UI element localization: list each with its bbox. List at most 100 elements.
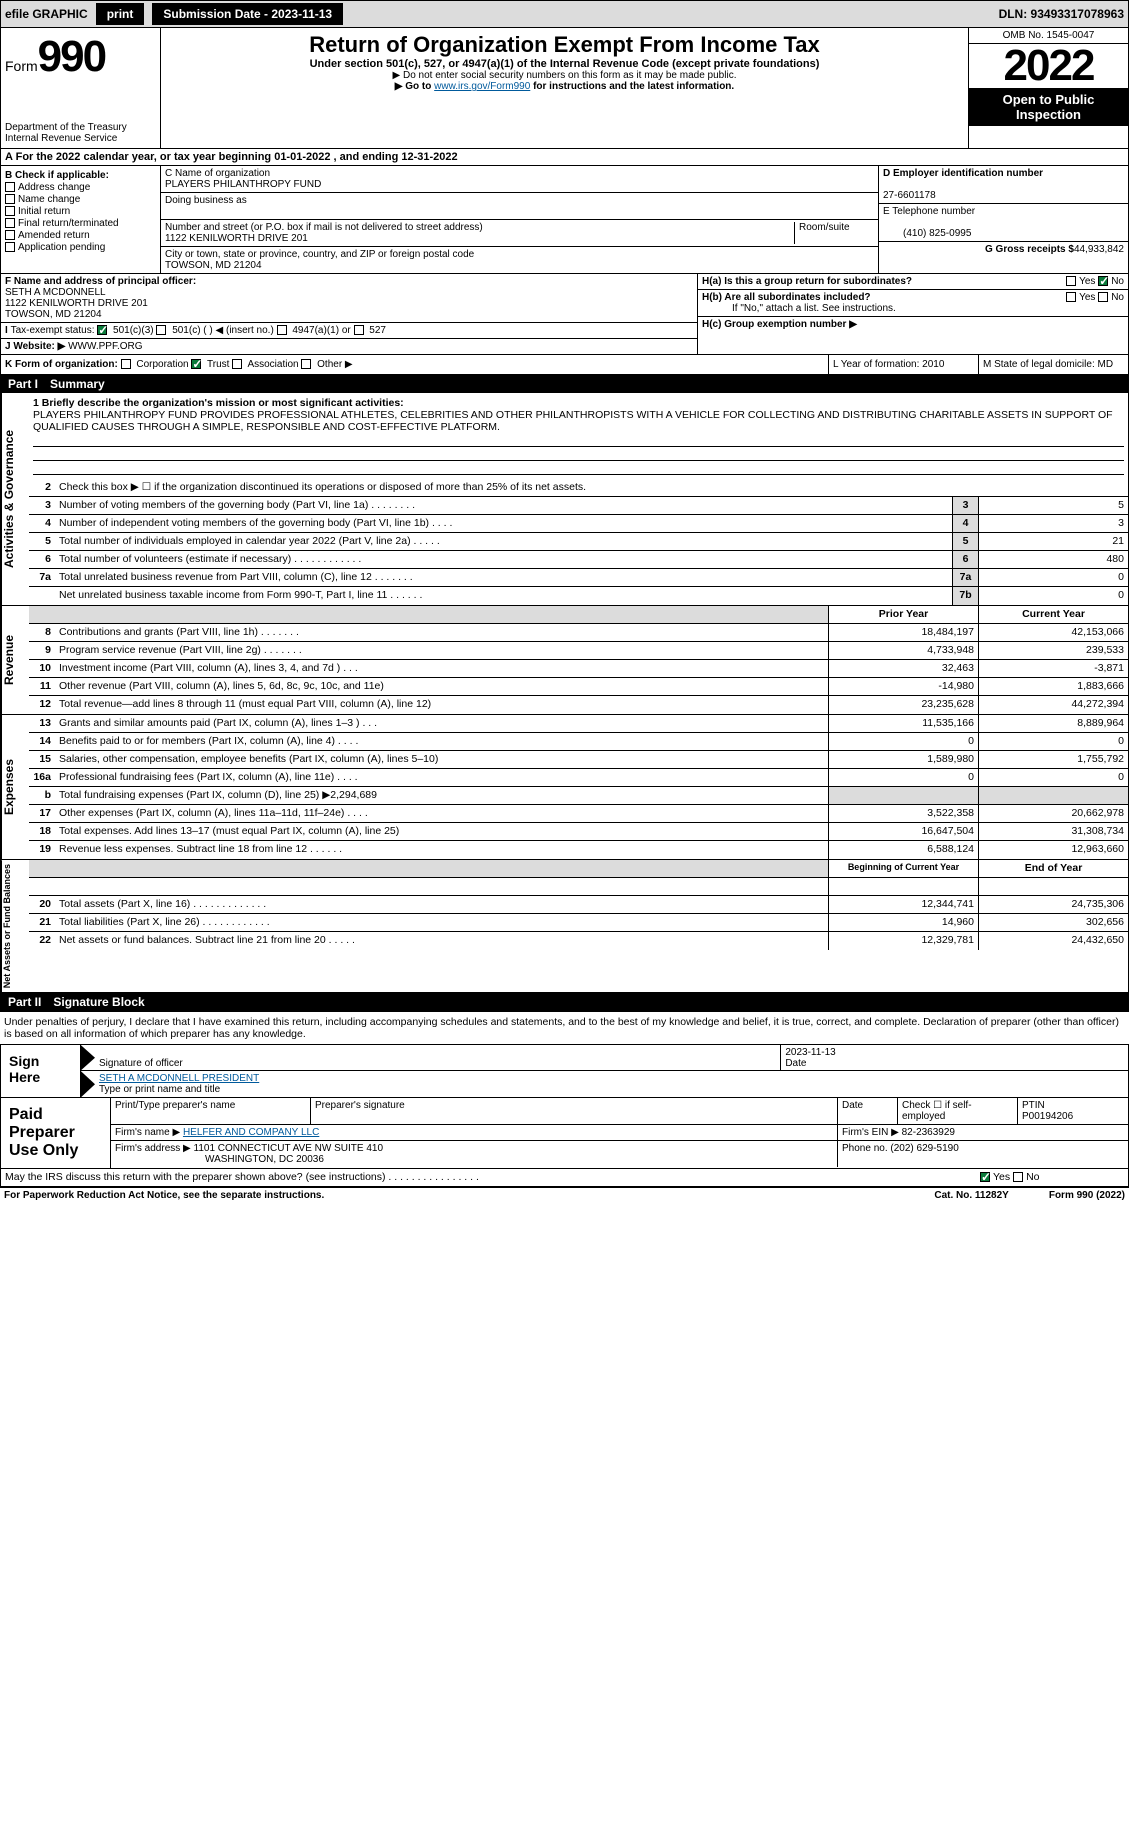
vtab-net: Net Assets or Fund Balances	[1, 860, 29, 992]
vtab-governance: Activities & Governance	[1, 393, 29, 605]
g-lbl: G Gross receipts $	[985, 244, 1074, 255]
chk-name[interactable]: Name change	[5, 194, 156, 205]
pphone-lbl: Phone no.	[842, 1143, 888, 1154]
discuss-no[interactable]	[1013, 1172, 1023, 1182]
f-lbl: F Name and address of principal officer:	[5, 276, 196, 287]
form-subtitle: Under section 501(c), 527, or 4947(a)(1)…	[165, 58, 964, 70]
room-lbl: Room/suite	[794, 222, 874, 244]
ein: 27-6601178	[883, 190, 936, 201]
faddr-lbl: Firm's address ▶	[115, 1143, 191, 1154]
th2-cy: End of Year	[978, 860, 1128, 877]
e-lbl: E Telephone number	[883, 206, 975, 217]
chk-4947[interactable]	[277, 325, 287, 335]
p-date-lbl: Date	[838, 1098, 898, 1124]
firm-ein: 82-2363929	[902, 1127, 955, 1138]
th-cy: Current Year	[978, 606, 1128, 623]
hb-yes[interactable]	[1066, 292, 1076, 302]
b-header: B Check if applicable:	[5, 170, 109, 181]
discuss-yes[interactable]	[980, 1172, 990, 1182]
header-block: B Check if applicable: Address change Na…	[0, 166, 1129, 274]
firm-lbl: Firm's name ▶	[115, 1127, 180, 1138]
form-word: Form	[5, 58, 38, 74]
mission-text: PLAYERS PHILANTHROPY FUND PROVIDES PROFE…	[33, 409, 1113, 433]
print-button[interactable]: print	[96, 3, 145, 25]
th2-py: Beginning of Current Year	[828, 860, 978, 877]
k-corp[interactable]	[121, 359, 131, 369]
sig-lbl: Signature of officer	[99, 1058, 183, 1069]
sig-date-lbl: Date	[785, 1058, 806, 1069]
chk-amended[interactable]: Amended return	[5, 230, 156, 241]
fhij-block: F Name and address of principal officer:…	[0, 274, 1129, 355]
chk-501c3[interactable]	[97, 325, 107, 335]
k-other[interactable]	[301, 359, 311, 369]
firm-name[interactable]: HELFER AND COMPANY LLC	[183, 1127, 319, 1138]
addr: 1122 KENILWORTH DRIVE 201	[165, 233, 308, 244]
public-inspection: Open to Public Inspection	[969, 88, 1128, 126]
paid-preparer: Paid Preparer Use Only Print/Type prepar…	[0, 1098, 1129, 1169]
gross: 44,933,842	[1074, 244, 1124, 255]
foot-m: Cat. No. 11282Y	[934, 1190, 1008, 1201]
ha-no[interactable]	[1098, 276, 1108, 286]
p-name-lbl: Print/Type preparer's name	[111, 1098, 311, 1124]
officer-addr1: 1122 KENILWORTH DRIVE 201	[5, 298, 148, 309]
p-chk: Check ☐ if self-employed	[898, 1098, 1018, 1124]
l-year: L Year of formation: 2010	[828, 355, 978, 374]
irs: Internal Revenue Service	[5, 133, 156, 144]
period: For the 2022 calendar year, or tax year …	[16, 151, 458, 163]
faddr1: 1101 CONNECTICUT AVE NW SUITE 410	[194, 1143, 384, 1154]
dln: DLN: 93493317078963	[999, 7, 1124, 21]
city: TOWSON, MD 21204	[165, 260, 262, 271]
org-name: PLAYERS PHILANTHROPY FUND	[165, 179, 321, 190]
efile-label: efile GRAPHIC	[5, 7, 88, 21]
faddr2: WASHINGTON, DC 20036	[115, 1154, 324, 1165]
chk-501c[interactable]	[156, 325, 166, 335]
hc-lbl: H(c) Group exemption number ▶	[702, 319, 857, 330]
foot-r: Form 990 (2022)	[1049, 1190, 1125, 1201]
j-lbl: Website: ▶	[13, 341, 65, 352]
chk-527[interactable]	[354, 325, 364, 335]
part1-net: Net Assets or Fund Balances Beginning of…	[0, 860, 1129, 993]
officer-addr2: TOWSON, MD 21204	[5, 309, 102, 320]
vtab-revenue: Revenue	[1, 606, 29, 714]
note1: ▶ Do not enter social security numbers o…	[165, 70, 964, 81]
hb-no[interactable]	[1098, 292, 1108, 302]
ptin: P00194206	[1022, 1111, 1073, 1122]
part1-header: Part ISummary	[0, 375, 1129, 393]
vtab-expenses: Expenses	[1, 715, 29, 859]
part2-header: Part IISignature Block	[0, 993, 1129, 1011]
c-name-lbl: C Name of organization	[165, 168, 270, 179]
k-lbl: K Form of organization:	[5, 359, 118, 370]
k-assoc[interactable]	[232, 359, 242, 369]
sign-label: Sign Here	[1, 1045, 81, 1097]
note3: for instructions and the latest informat…	[530, 81, 734, 92]
chk-initial[interactable]: Initial return	[5, 206, 156, 217]
ha-yes[interactable]	[1066, 276, 1076, 286]
k-row: K Form of organization: Corporation Trus…	[0, 355, 1129, 375]
d-lbl: D Employer identification number	[883, 168, 1043, 179]
chk-address[interactable]: Address change	[5, 182, 156, 193]
part1-expenses: Expenses 13Grants and similar amounts pa…	[0, 715, 1129, 860]
signer-name[interactable]: SETH A MCDONNELL PRESIDENT	[99, 1073, 259, 1084]
officer-name: SETH A MCDONNELL	[5, 287, 106, 298]
ein-lbl: Firm's EIN ▶	[842, 1127, 899, 1138]
hb-note: If "No," attach a list. See instructions…	[702, 303, 896, 314]
l2: Check this box ▶ ☐ if the organization d…	[55, 479, 1128, 496]
irs-link[interactable]: www.irs.gov/Form990	[434, 81, 530, 92]
part1-governance: Activities & Governance 1 Briefly descri…	[0, 393, 1129, 606]
footer: For Paperwork Reduction Act Notice, see …	[0, 1187, 1129, 1203]
form-number: 990	[38, 32, 105, 81]
chk-pending[interactable]: Application pending	[5, 242, 156, 253]
k-trust[interactable]	[191, 359, 201, 369]
paid-label: Paid Preparer Use Only	[1, 1098, 111, 1168]
website: WWW.PPF.ORG	[65, 341, 142, 352]
city-lbl: City or town, state or province, country…	[165, 249, 474, 260]
chk-final[interactable]: Final return/terminated	[5, 218, 156, 229]
efile-bar: efile GRAPHIC print Submission Date - 20…	[0, 0, 1129, 28]
name-lbl: Type or print name and title	[99, 1084, 220, 1095]
l1: 1 Briefly describe the organization's mi…	[33, 397, 404, 409]
ptin-lbl: PTIN	[1022, 1100, 1045, 1111]
submission-date: Submission Date - 2023-11-13	[152, 3, 343, 25]
form-header: Form990 Department of the Treasury Inter…	[0, 28, 1129, 149]
sign-here: Sign Here Signature of officer2023-11-13…	[0, 1044, 1129, 1098]
p-sig-lbl: Preparer's signature	[311, 1098, 838, 1124]
